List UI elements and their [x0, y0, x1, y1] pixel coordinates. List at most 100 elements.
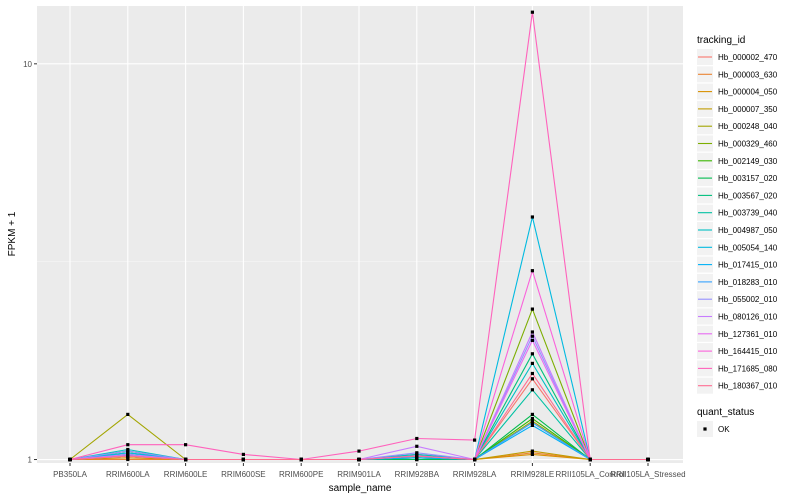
data-point [530, 361, 534, 365]
legend-label: Hb_003739_040 [718, 209, 778, 218]
legend-label: Hb_003567_020 [718, 191, 778, 200]
data-point [68, 457, 72, 462]
legend-item: Hb_005054_140 [697, 239, 778, 256]
legend-item: Hb_017415_010 [697, 256, 778, 273]
data-point [530, 352, 534, 356]
legend-item: Hb_055002_010 [697, 291, 778, 308]
legend-label: Hb_018283_010 [718, 278, 778, 287]
data-point [530, 269, 534, 273]
data-point [530, 388, 534, 392]
legend-label: Hb_000004_050 [718, 88, 778, 97]
legend-label: Hb_164415_010 [718, 347, 778, 356]
legend-label: Hb_004987_050 [718, 226, 778, 235]
series-points [68, 10, 650, 462]
legend-label: Hb_017415_010 [718, 261, 778, 270]
data-point [415, 456, 419, 460]
legend-label: Hb_005054_140 [718, 243, 778, 252]
data-point [646, 457, 650, 462]
y-axis: 1 10 [23, 60, 37, 465]
data-point [126, 452, 130, 456]
x-tick-label: RRIM928LA [453, 470, 497, 479]
data-point [126, 443, 130, 447]
panel-background [37, 6, 683, 463]
shape-legend-label: OK [718, 425, 730, 434]
data-point [241, 457, 245, 462]
data-point [415, 451, 419, 455]
data-point [126, 449, 130, 453]
data-point [415, 436, 419, 441]
data-point [530, 371, 534, 376]
data-point [530, 452, 534, 456]
legend-label: Hb_055002_010 [718, 295, 778, 304]
legend: tracking_id Hb_000002_470 Hb_000003_630 Hb… [697, 35, 778, 437]
data-point [299, 457, 303, 462]
y-tick-label: 1 [28, 456, 33, 465]
legend-label: Hb_000002_470 [718, 53, 778, 62]
legend-item: Hb_002149_030 [697, 152, 778, 169]
x-tick-label: RRIM901LA [337, 470, 381, 479]
legend-item: Hb_004987_050 [697, 222, 778, 238]
data-point [473, 438, 477, 442]
legend-item: Hb_164415_010 [697, 343, 778, 360]
x-tick-label: RRIM600LE [164, 470, 208, 479]
legend-item: Hb_018283_010 [697, 273, 778, 290]
legend-label: Hb_127361_010 [718, 330, 778, 339]
x-axis: PB350LA RRIM600LA RRIM600LE RRIM600SE RRIM60… [53, 463, 686, 479]
x-axis-title: sample_name [329, 483, 392, 494]
legend-label: Hb_171685_080 [718, 364, 778, 373]
data-point [530, 307, 534, 311]
legend-item: Hb_000004_050 [697, 83, 778, 100]
legend-item: Hb_003157_020 [697, 170, 778, 187]
data-point [473, 457, 477, 462]
x-tick-label: RRIM600PE [279, 470, 323, 479]
legend-item: Hb_180367_010 [697, 377, 778, 394]
shape-legend-title: quant_status [697, 407, 754, 418]
data-point [530, 215, 534, 219]
y-axis-title: FPKM + 1 [7, 211, 18, 256]
x-tick-label: RRIM600LA [106, 470, 150, 479]
legend-label: Hb_080126_010 [718, 313, 778, 322]
legend-label: Hb_180367_010 [718, 382, 778, 391]
legend-label: Hb_000248_040 [718, 122, 778, 131]
data-point [415, 444, 419, 448]
legend-item: Hb_171685_080 [697, 360, 778, 377]
x-tick-label: RRIM600SE [221, 470, 265, 479]
data-point [415, 454, 419, 458]
data-point [530, 334, 534, 338]
x-tick-label: PB350LA [53, 470, 87, 479]
x-tick-label: RRIM928BA [395, 470, 440, 479]
legend-item: Hb_080126_010 [697, 308, 778, 325]
y-tick-label: 10 [23, 60, 32, 69]
data-point [415, 457, 419, 462]
data-point [184, 443, 188, 447]
legend-item: Hb_003739_040 [697, 204, 778, 221]
x-tick-label: RRII105LA_Control [556, 470, 626, 479]
data-point [530, 416, 534, 421]
legend-item: Hb_000248_040 [697, 118, 778, 135]
data-point [241, 452, 245, 456]
data-point [126, 454, 130, 458]
legend-item: Hb_000007_350 [697, 100, 778, 117]
data-point [530, 338, 534, 342]
legend-item: Hb_000002_470 [697, 49, 778, 65]
data-point [530, 421, 534, 425]
legend-label: Hb_000329_460 [718, 140, 778, 149]
legend-item: Hb_003567_020 [697, 187, 778, 204]
data-point [357, 457, 361, 462]
legend-label: Hb_003157_020 [718, 174, 778, 183]
gridlines [37, 6, 683, 463]
legend-item: Hb_000329_460 [697, 135, 778, 152]
data-point [530, 449, 534, 453]
legend-label: Hb_000007_350 [718, 105, 778, 114]
data-point [126, 456, 130, 460]
legend-label: Hb_000003_630 [718, 70, 778, 79]
legend-item: Hb_000003_630 [697, 66, 778, 83]
data-point [588, 457, 592, 462]
data-point [530, 423, 534, 427]
legend-item: Hb_127361_010 [697, 325, 778, 342]
legend-label: Hb_002149_030 [718, 157, 778, 166]
data-point [126, 457, 130, 462]
legend-key-point [703, 427, 707, 431]
shape-legend-item: OK [697, 421, 730, 437]
data-point [530, 10, 534, 14]
